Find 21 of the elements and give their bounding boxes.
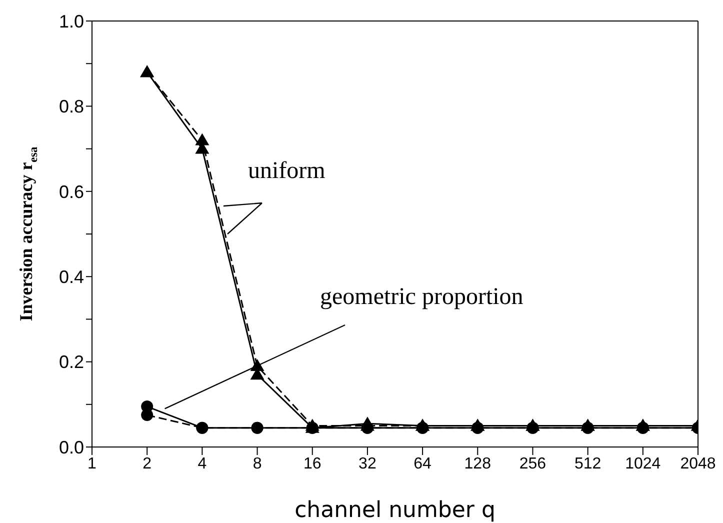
x-tick-label: 256 (519, 455, 546, 472)
x-tick-label: 2 (142, 455, 152, 472)
x-tick-label: 2048 (680, 455, 716, 472)
x-tick-label: 512 (574, 455, 602, 472)
annotation: uniform (248, 158, 326, 185)
x-tick-label: 64 (414, 455, 432, 472)
x-tick-label: 16 (303, 455, 322, 472)
y-tick-label: 0.2 (58, 352, 84, 372)
x-axis-title: channel number q (294, 498, 496, 523)
y-tick-label: 0.8 (58, 96, 84, 117)
y-tick-label: 1.0 (58, 11, 84, 32)
x-tick-label: 4 (198, 455, 207, 472)
annotation: geometric proportion (320, 284, 524, 311)
x-tick-label: 1024 (625, 455, 661, 472)
x-tick-label: 32 (358, 455, 376, 472)
x-tick-label: 1 (88, 455, 97, 472)
y-tick-label: 0.4 (58, 266, 84, 287)
y-tick-label: 0.6 (58, 182, 84, 202)
x-tick-label: 8 (252, 455, 262, 472)
y-tick-label: 0.0 (58, 437, 84, 458)
x-tick-label: 128 (464, 455, 492, 472)
